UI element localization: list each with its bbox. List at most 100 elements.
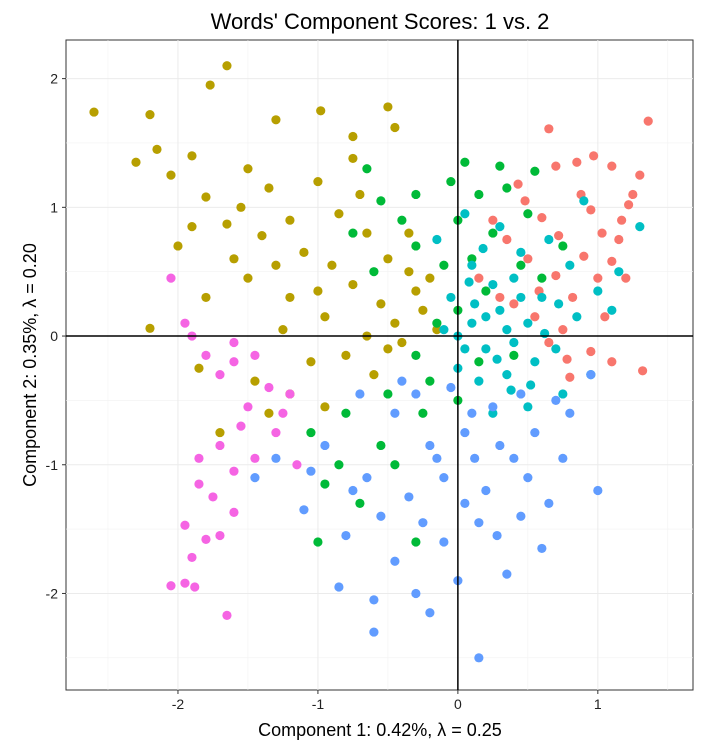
data-point-series-4 [467, 260, 477, 270]
data-point-series-6 [180, 318, 190, 328]
data-point-series-2 [425, 273, 435, 283]
data-point-series-5 [544, 498, 554, 508]
data-point-series-3 [537, 273, 547, 283]
data-point-series-2 [316, 106, 326, 116]
data-point-series-2 [271, 115, 281, 125]
data-point-series-5 [470, 453, 480, 463]
data-point-series-5 [411, 588, 421, 599]
data-point-series-4 [495, 222, 505, 232]
data-point-series-4 [607, 305, 617, 315]
data-point-series-5 [425, 608, 435, 618]
data-point-series-5 [376, 511, 386, 521]
data-point-series-6 [187, 552, 197, 563]
data-point-series-2 [173, 241, 183, 251]
data-point-series-2 [390, 318, 400, 328]
plot-panel [65, 39, 694, 691]
data-point-series-2 [404, 228, 414, 238]
y-tick-label: 0 [50, 328, 58, 344]
data-point-series-4 [614, 267, 624, 277]
data-point-series-6 [166, 273, 176, 283]
data-point-series-5 [516, 511, 526, 521]
data-point-series-2 [369, 370, 379, 380]
data-point-series-5 [474, 653, 484, 663]
data-point-series-1 [628, 189, 638, 200]
data-point-series-2 [432, 325, 442, 335]
data-point-series-1 [562, 354, 572, 364]
data-point-series-6 [215, 370, 225, 380]
data-point-series-5 [334, 582, 344, 592]
data-point-series-2 [348, 279, 358, 290]
data-point-series-1 [638, 366, 648, 376]
data-point-series-1 [509, 299, 519, 309]
data-point-series-1 [589, 151, 599, 161]
data-point-series-1 [607, 357, 617, 367]
data-point-series-1 [544, 124, 554, 134]
data-point-series-2 [404, 267, 414, 277]
data-point-series-5 [348, 485, 358, 496]
data-point-series-2 [131, 157, 141, 167]
data-point-series-6 [243, 402, 253, 412]
data-point-series-6 [236, 421, 246, 431]
x-tick-label: 0 [454, 696, 462, 712]
data-point-series-6 [278, 408, 288, 418]
data-point-series-6 [215, 440, 225, 451]
data-point-series-5 [397, 376, 407, 386]
reference-lines [66, 40, 693, 690]
data-point-series-4 [432, 234, 442, 245]
data-point-series-3 [516, 260, 526, 270]
data-point-series-6 [166, 581, 176, 591]
data-point-series-3 [341, 408, 351, 418]
data-point-series-5 [411, 389, 421, 399]
data-point-series-2 [306, 357, 316, 367]
data-point-series-5 [439, 537, 449, 547]
data-point-series-3 [488, 228, 498, 238]
data-point-series-5 [432, 453, 442, 463]
data-point-series-5 [551, 395, 561, 405]
data-point-series-5 [481, 485, 491, 496]
data-point-series-4 [593, 286, 603, 296]
data-point-series-1 [635, 170, 645, 180]
data-point-series-2 [201, 192, 211, 202]
data-point-series-4 [481, 312, 491, 322]
data-point-series-6 [292, 460, 302, 470]
data-point-series-3 [432, 318, 442, 328]
data-point-series-2 [299, 247, 309, 257]
data-point-series-3 [313, 537, 323, 547]
data-point-series-2 [334, 209, 344, 219]
data-point-series-1 [520, 196, 530, 206]
data-point-series-5 [530, 427, 540, 438]
data-point-series-6 [229, 337, 239, 348]
data-point-series-2 [215, 427, 225, 438]
data-point-series-5 [446, 382, 456, 393]
data-point-series-4 [509, 273, 519, 283]
data-point-series-3 [411, 241, 421, 251]
data-point-series-5 [306, 466, 316, 476]
data-point-series-1 [513, 179, 523, 189]
data-point-series-1 [586, 205, 596, 215]
data-point-series-2 [271, 260, 281, 270]
data-point-series-6 [180, 520, 190, 530]
data-point-series-1 [600, 312, 610, 322]
y-tick-label: -2 [46, 585, 59, 601]
data-point-series-5 [418, 518, 428, 528]
data-point-series-3 [446, 176, 456, 187]
data-point-series-2 [222, 61, 232, 71]
data-point-series-1 [530, 312, 540, 322]
data-point-series-2 [229, 254, 239, 264]
data-point-series-4 [502, 370, 512, 380]
data-point-series-5 [390, 408, 400, 418]
data-point-series-4 [502, 325, 512, 335]
data-point-series-1 [551, 161, 561, 171]
data-point-series-2 [257, 231, 267, 241]
data-point-series-3 [320, 479, 330, 489]
data-point-series-5 [369, 595, 379, 605]
data-point-series-1 [523, 254, 533, 264]
data-point-series-5 [460, 498, 470, 508]
data-point-series-3 [348, 228, 358, 238]
data-point-series-5 [439, 473, 449, 483]
data-point-series-5 [523, 473, 533, 483]
data-point-series-2 [383, 344, 393, 354]
data-point-series-4 [439, 325, 449, 335]
data-point-series-4 [481, 344, 491, 354]
data-point-series-2 [89, 107, 99, 117]
